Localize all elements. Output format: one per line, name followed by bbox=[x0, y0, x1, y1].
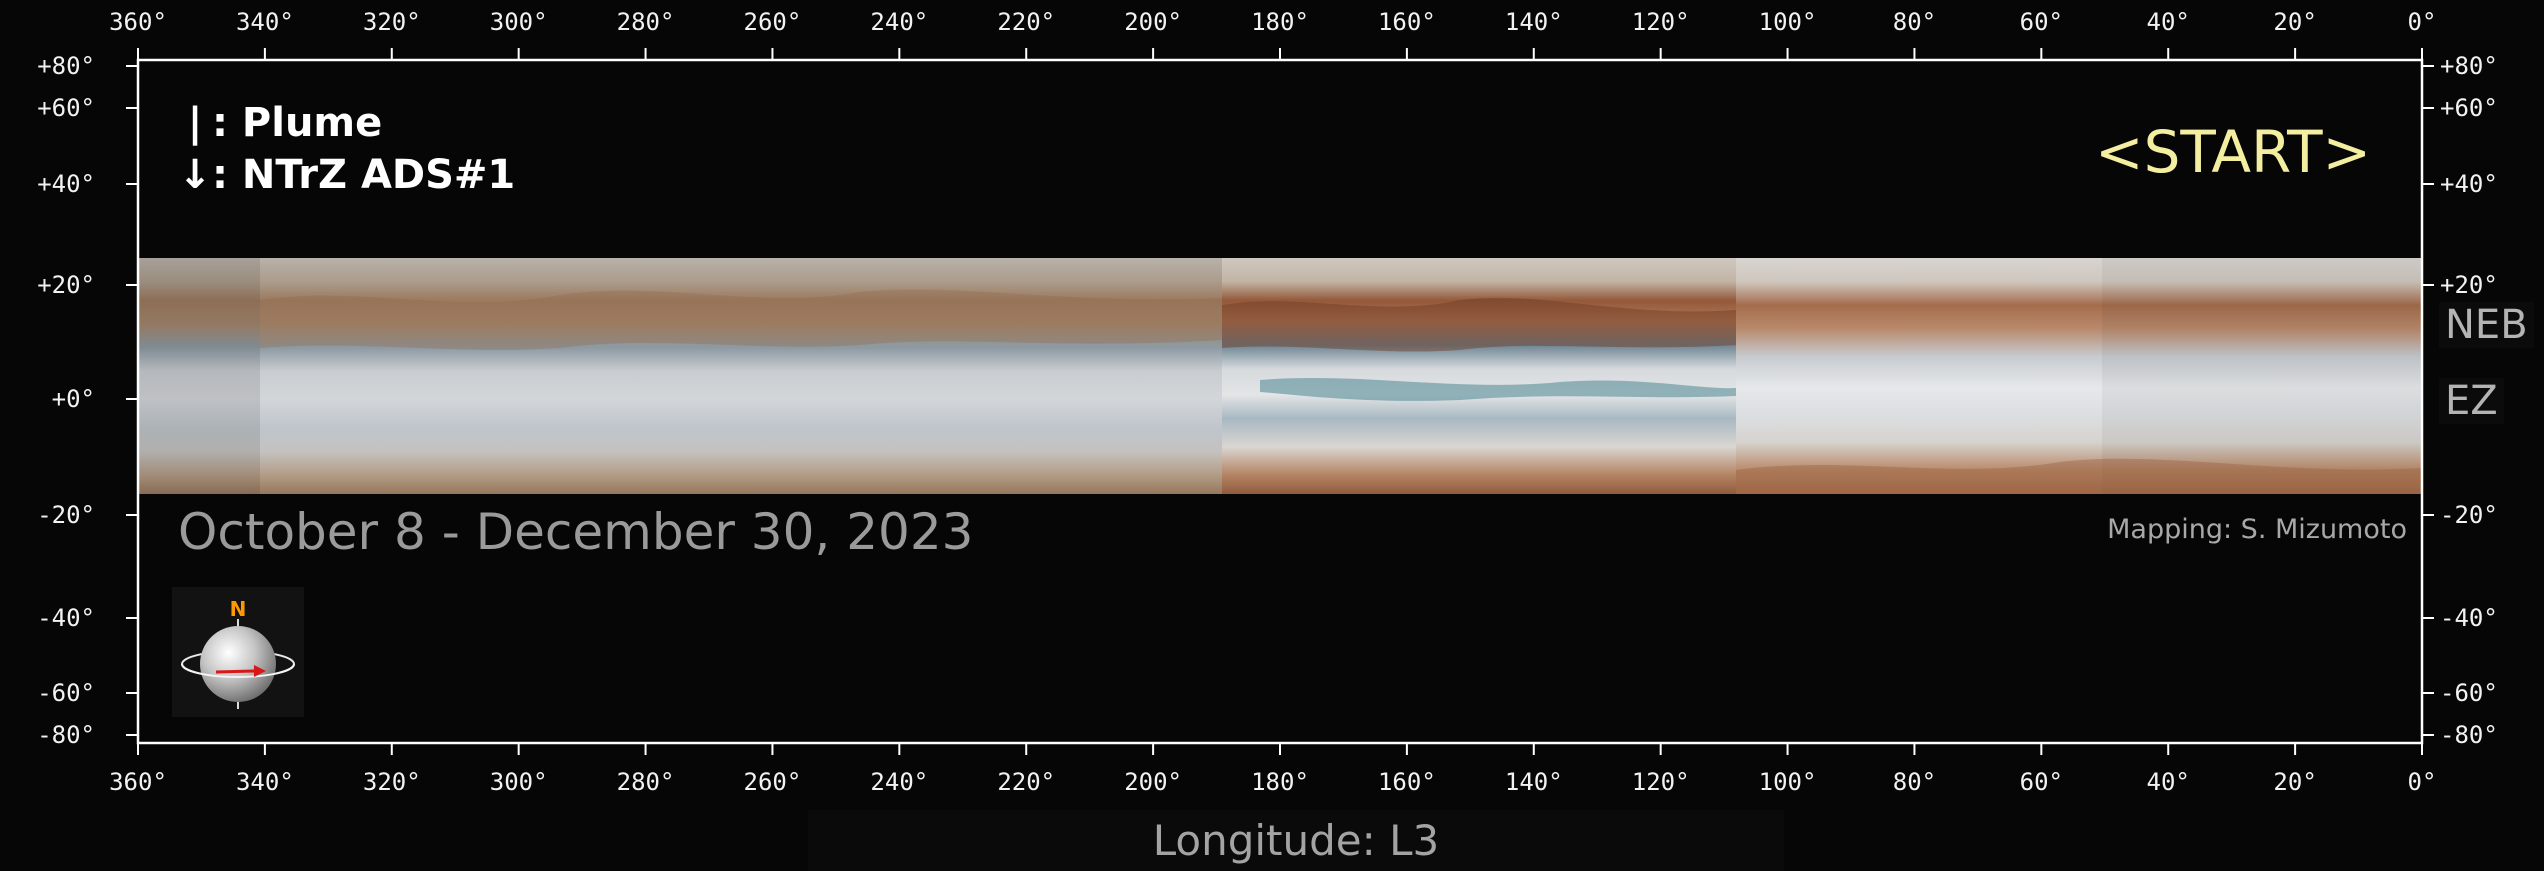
lon-label-top: 200° bbox=[1124, 8, 1182, 36]
lat-label-left: -40° bbox=[37, 604, 95, 632]
neb-wave-detail bbox=[260, 289, 1222, 350]
lon-label-top: 180° bbox=[1251, 8, 1309, 36]
ez-blue-streak bbox=[1260, 378, 1736, 401]
strip-segment-5 bbox=[2102, 258, 2422, 494]
axis-ticks bbox=[126, 48, 2434, 755]
lat-label-right: -40° bbox=[2440, 604, 2498, 632]
date-range: October 8 - December 30, 2023 bbox=[178, 503, 974, 561]
strip-segment-4 bbox=[1736, 258, 2102, 494]
orbit-ring-front bbox=[181, 663, 295, 678]
lon-label-bottom: 80° bbox=[1893, 768, 1936, 796]
lon-label-top: 280° bbox=[617, 8, 675, 36]
jupiter-image-strip bbox=[138, 258, 2422, 494]
lon-label-top: 120° bbox=[1632, 8, 1690, 36]
lon-label-top: 220° bbox=[997, 8, 1055, 36]
lon-label-top: 140° bbox=[1505, 8, 1563, 36]
lat-label-left: -20° bbox=[37, 501, 95, 529]
mapping-credit: Mapping: S. Mizumoto bbox=[2107, 514, 2407, 545]
globe-sphere bbox=[200, 626, 276, 702]
strip-segment-2 bbox=[260, 258, 1222, 494]
plume-label: : Plume bbox=[212, 100, 383, 146]
lon-label-bottom: 260° bbox=[744, 768, 802, 796]
lat-label-left: -60° bbox=[37, 679, 95, 707]
lon-label-top: 80° bbox=[1893, 8, 1936, 36]
ads-label: : NTrZ ADS#1 bbox=[212, 152, 516, 198]
lon-label-bottom: 300° bbox=[490, 768, 548, 796]
ez-label: EZ bbox=[2439, 378, 2504, 424]
lon-label-top: 160° bbox=[1378, 8, 1436, 36]
lon-label-top: 360° bbox=[109, 8, 167, 36]
jupiter-globe-icon: N bbox=[172, 587, 304, 717]
legend-ads: ↓: NTrZ ADS#1 bbox=[178, 152, 515, 198]
lon-label-bottom: 180° bbox=[1251, 768, 1309, 796]
lon-label-bottom: 240° bbox=[870, 768, 928, 796]
lon-label-top: 20° bbox=[2273, 8, 2316, 36]
lat-label-left: +60° bbox=[37, 94, 95, 122]
lon-label-top: 320° bbox=[363, 8, 421, 36]
lon-label-bottom: 220° bbox=[997, 768, 1055, 796]
lon-label-bottom: 120° bbox=[1632, 768, 1690, 796]
lat-label-right: -60° bbox=[2440, 679, 2498, 707]
x-axis-title-box: Longitude: L3 bbox=[808, 810, 1784, 871]
lat-label-left: +20° bbox=[37, 271, 95, 299]
rotation-arrow-shaft bbox=[215, 669, 255, 674]
lon-label-bottom: 0° bbox=[2408, 768, 2437, 796]
lon-label-bottom: 60° bbox=[2020, 768, 2063, 796]
seb-edge-detail bbox=[1736, 458, 2422, 494]
lon-label-bottom: 100° bbox=[1759, 768, 1817, 796]
lat-label-left: +40° bbox=[37, 170, 95, 198]
lon-label-top: 60° bbox=[2020, 8, 2063, 36]
lon-label-bottom: 140° bbox=[1505, 768, 1563, 796]
lon-label-bottom: 340° bbox=[236, 768, 294, 796]
x-axis-title: Longitude: L3 bbox=[1152, 816, 1440, 865]
lat-label-left: +80° bbox=[37, 52, 95, 80]
lat-label-left: +0° bbox=[52, 385, 95, 413]
lon-label-bottom: 360° bbox=[109, 768, 167, 796]
rotation-arrow-head bbox=[254, 665, 266, 677]
lon-label-bottom: 280° bbox=[617, 768, 675, 796]
lon-label-bottom: 160° bbox=[1378, 768, 1436, 796]
plume-symbol: | bbox=[187, 100, 203, 146]
legend-plume: |: Plume bbox=[178, 100, 383, 146]
lat-label-left: -80° bbox=[37, 721, 95, 749]
lon-label-bottom: 20° bbox=[2273, 768, 2316, 796]
lat-label-right: +20° bbox=[2440, 271, 2498, 299]
lon-label-top: 300° bbox=[490, 8, 548, 36]
lon-label-top: 100° bbox=[1759, 8, 1817, 36]
lon-label-bottom: 40° bbox=[2147, 768, 2190, 796]
globe-graphic: N bbox=[181, 597, 295, 709]
lon-label-bottom: 200° bbox=[1124, 768, 1182, 796]
lon-label-bottom: 320° bbox=[363, 768, 421, 796]
lon-label-top: 40° bbox=[2147, 8, 2190, 36]
lat-label-right: -80° bbox=[2440, 721, 2498, 749]
lon-label-top: 340° bbox=[236, 8, 294, 36]
lon-label-top: 260° bbox=[744, 8, 802, 36]
lon-label-top: 0° bbox=[2408, 8, 2437, 36]
north-label: N bbox=[230, 597, 247, 621]
strip-segment-1 bbox=[138, 258, 260, 494]
lat-label-right: +60° bbox=[2440, 94, 2498, 122]
lat-label-right: +40° bbox=[2440, 170, 2498, 198]
start-label: <START> bbox=[2095, 118, 2372, 186]
strip-segment-3 bbox=[1222, 258, 1736, 494]
lat-label-right: -20° bbox=[2440, 501, 2498, 529]
lat-label-right: +80° bbox=[2440, 52, 2498, 80]
neb-label: NEB bbox=[2439, 302, 2534, 348]
lon-label-top: 240° bbox=[870, 8, 928, 36]
down-arrow-icon: ↓ bbox=[178, 152, 212, 198]
neb-dark-detail bbox=[1222, 297, 1736, 352]
axis-labels: 360° 360° 340° 340° 320° 320° 300° 300° 280° 280°… bbox=[37, 8, 2498, 796]
